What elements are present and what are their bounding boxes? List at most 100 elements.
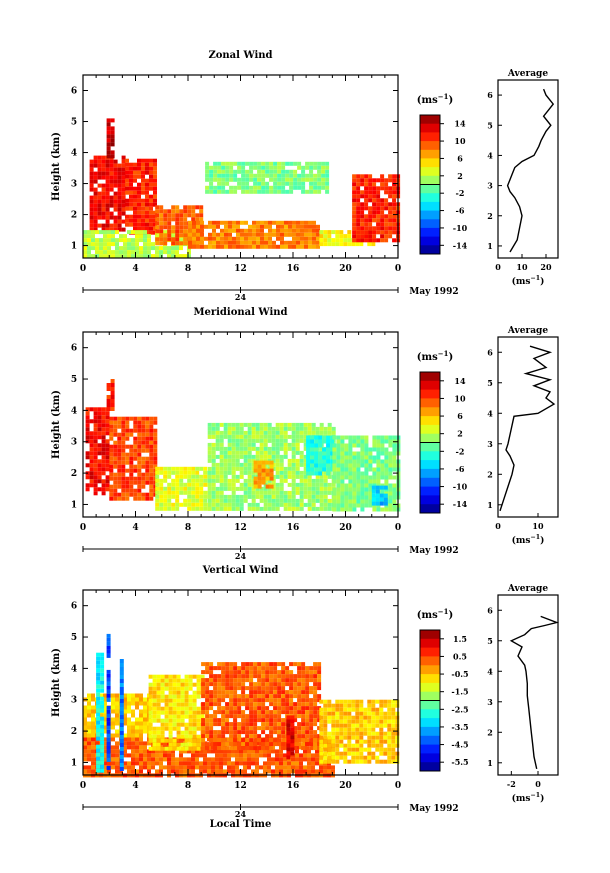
- y-tick-label: 1: [71, 758, 77, 768]
- average-x-tick-label: 0: [535, 779, 541, 789]
- colorbar-segment: [420, 442, 440, 452]
- x-tick-label: 0: [80, 523, 86, 533]
- y-tick-label: 1: [71, 500, 77, 510]
- field-region: [205, 161, 330, 194]
- colorbar-segment: [420, 372, 440, 382]
- y-tick-label: 6: [71, 602, 77, 612]
- colorbar-segment: [420, 451, 440, 461]
- x-tick-label: 0: [80, 781, 86, 791]
- colorbar-segment: [420, 236, 440, 246]
- colorbar-segment: [420, 398, 440, 408]
- colorbar-segment: [420, 201, 440, 212]
- average-x-tick-label: 10: [532, 521, 544, 531]
- average-y-tick-label: 4: [487, 150, 493, 160]
- heatmap-field: [83, 633, 400, 778]
- colorbar-segment: [420, 744, 440, 754]
- y-tick-label: 4: [71, 664, 77, 674]
- x-tick-label: 16: [287, 264, 300, 274]
- average-x-tick-label: -2: [507, 779, 516, 789]
- x-tick-label: 0: [395, 781, 401, 791]
- colorbar-tick-label: 14: [454, 119, 466, 129]
- average-y-tick-label: 5: [487, 636, 493, 646]
- field-region: [125, 158, 157, 235]
- field-region: [352, 174, 401, 243]
- field-region: [371, 485, 388, 506]
- field-region: [119, 659, 124, 771]
- y-tick-label: 4: [71, 406, 77, 416]
- colorbar-segment: [420, 718, 440, 728]
- colorbar: 14 10 6 2 -2 -6 -10 -14 (ms−1): [417, 92, 468, 255]
- y-tick-label: 3: [71, 696, 77, 706]
- colorbar-tick-label: -5.5: [451, 757, 468, 767]
- colorbar-segment: [420, 132, 440, 142]
- x-tick-label: 4: [132, 781, 138, 791]
- colorbar-segment: [420, 504, 440, 514]
- colorbar-segment: [420, 753, 440, 763]
- x-tick-label: 4: [132, 523, 138, 533]
- colorbar-tick-label: 2: [457, 171, 463, 181]
- colorbar-segment: [420, 141, 440, 151]
- colorbar-tick-label: 6: [457, 411, 463, 421]
- colorbar-tick-label: -6: [456, 206, 465, 216]
- colorbar-tick-label: -2: [456, 188, 465, 198]
- colorbar-segment: [420, 700, 440, 710]
- average-profile-line: [509, 615, 560, 770]
- panel-title: Zonal Wind: [208, 50, 272, 61]
- colorbar-unit: (ms−1): [417, 607, 453, 621]
- average-y-tick-label: 6: [487, 90, 493, 100]
- average-title: Average: [507, 326, 548, 336]
- date-label: May 1992: [409, 287, 458, 297]
- x-tick-label: 16: [287, 523, 300, 533]
- field-region: [332, 435, 401, 512]
- colorbar: 14 10 6 2 -2 -6 -10 -14 (ms−1): [417, 349, 468, 514]
- field-region: [106, 118, 115, 159]
- colorbar-tick-label: -2: [456, 446, 465, 456]
- colorbar-unit: (ms−1): [417, 92, 453, 106]
- colorbar-tick-label: -10: [453, 223, 468, 233]
- colorbar-tick-label: -4.5: [451, 740, 468, 750]
- x-tick-label: 16: [287, 781, 300, 791]
- x-tick-label: 20: [339, 523, 352, 533]
- colorbar-tick-label: 2: [457, 429, 463, 439]
- average-y-tick-label: 6: [487, 605, 493, 615]
- colorbar-segment: [420, 477, 440, 488]
- y-tick-label: 3: [71, 180, 77, 190]
- colorbar-segment: [420, 175, 440, 185]
- colorbar-segment: [420, 227, 440, 238]
- colorbar-tick-label: -14: [453, 499, 468, 509]
- colorbar-tick-label: 0.5: [453, 651, 467, 661]
- average-frame: [497, 79, 559, 259]
- y-tick-label: 6: [71, 344, 77, 354]
- date-label: May 1992: [409, 804, 458, 814]
- average-frame: [497, 594, 559, 776]
- colorbar-segment: [420, 762, 440, 772]
- field-region: [306, 435, 335, 476]
- colorbar-tick-label: -3.5: [451, 722, 468, 732]
- colorbar-tick-label: -1.5: [451, 687, 468, 697]
- field-region: [96, 652, 105, 773]
- colorbar-segment: [420, 380, 440, 391]
- field-region: [83, 230, 191, 259]
- colorbar-segment: [420, 691, 440, 701]
- field-region: [89, 155, 126, 232]
- average-y-tick-label: 6: [487, 347, 493, 357]
- x-tick-label: 0: [80, 264, 86, 274]
- colorbar-tick-label: 14: [454, 376, 466, 386]
- colorbar-segment: [420, 193, 440, 203]
- field-region: [286, 715, 295, 760]
- average-x-label: (ms−1): [512, 534, 545, 546]
- x-tick-label: 20: [339, 264, 352, 274]
- average-y-tick-label: 2: [487, 727, 493, 737]
- field-region: [106, 633, 111, 770]
- y-tick-label: 4: [71, 149, 77, 159]
- date-tick-label: 24: [235, 551, 247, 561]
- field-region: [201, 662, 322, 751]
- colorbar-tick-label: -2.5: [451, 704, 468, 714]
- colorbar-segment: [420, 149, 440, 159]
- average-x-tick-label: 20: [540, 262, 552, 272]
- colorbar-segment: [420, 389, 440, 399]
- x-tick-label: 4: [132, 264, 138, 274]
- y-tick-label: 5: [71, 375, 77, 385]
- field-region: [148, 674, 205, 751]
